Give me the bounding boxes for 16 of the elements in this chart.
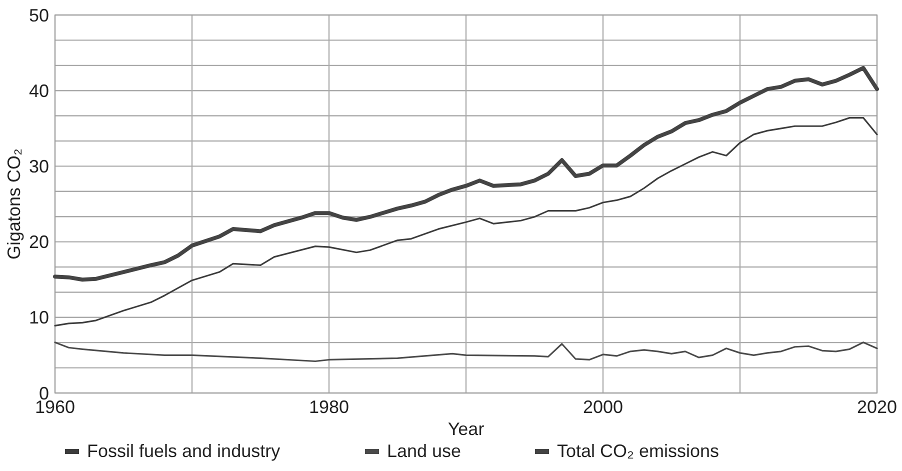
legend-label: Total CO₂ emissions	[557, 441, 720, 461]
x-tick-label: 1980	[308, 397, 350, 417]
x-axis-title: Year	[448, 419, 484, 439]
y-tick-label: 50	[28, 5, 49, 26]
y-tick-label: 40	[28, 80, 49, 101]
legend-label: Fossil fuels and industry	[87, 441, 280, 461]
y-axis-title: Gigatons CO₂	[4, 148, 24, 260]
y-tick-label: 20	[28, 232, 49, 252]
y-tick-label: 10	[28, 308, 49, 328]
legend-label: Land use	[387, 441, 462, 461]
line-series	[53, 66, 879, 282]
line-series	[54, 342, 878, 362]
x-tick-label: 2000	[582, 397, 624, 417]
y-tick-label: 30	[28, 156, 49, 176]
line-series	[54, 117, 878, 327]
x-tick-label: 2020	[856, 397, 898, 417]
